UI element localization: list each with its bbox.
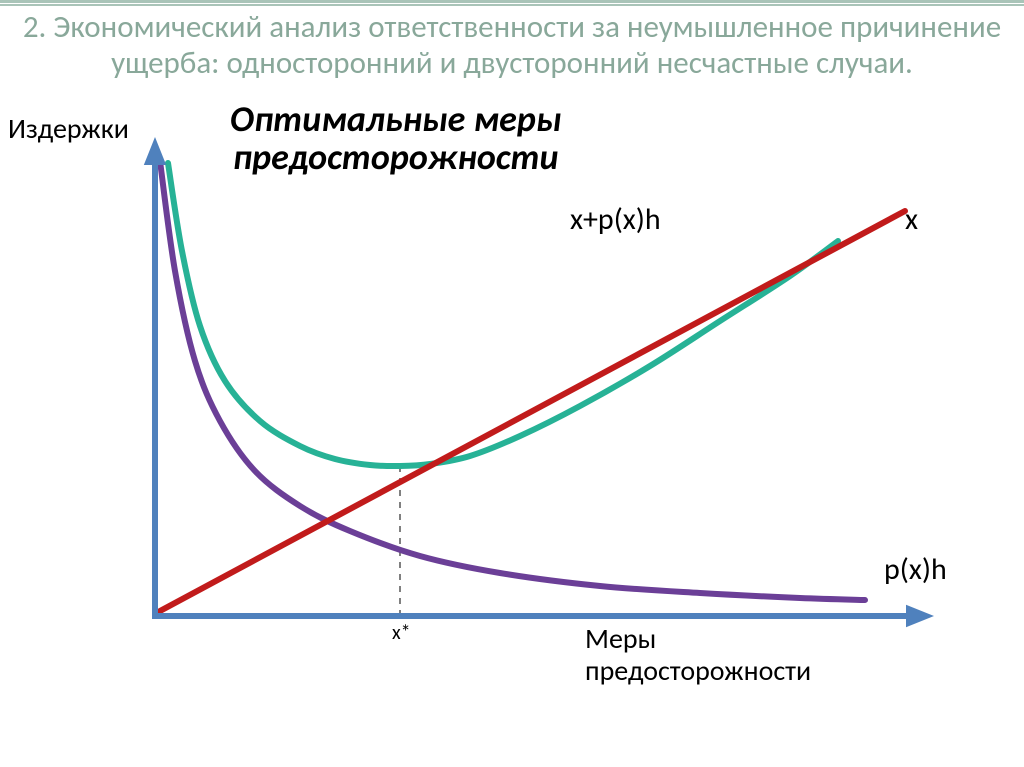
x-axis-label-1: Меры <box>585 621 656 656</box>
curve-pxh-label: p(x)h <box>884 551 947 588</box>
curve-sum-label: x+p(x)h <box>570 201 661 238</box>
curve-x-label: x <box>905 201 918 238</box>
x-star-label: x* <box>392 621 411 645</box>
x-axis-label-2: предосторожности <box>585 653 811 688</box>
chart-svg <box>0 81 1024 691</box>
chart-area: Оптимальные меры предосторожности Издерж… <box>0 81 1024 691</box>
slide-title: 2. Экономический анализ ответственности … <box>0 6 1024 81</box>
y-axis-label: Издержки <box>8 111 129 146</box>
